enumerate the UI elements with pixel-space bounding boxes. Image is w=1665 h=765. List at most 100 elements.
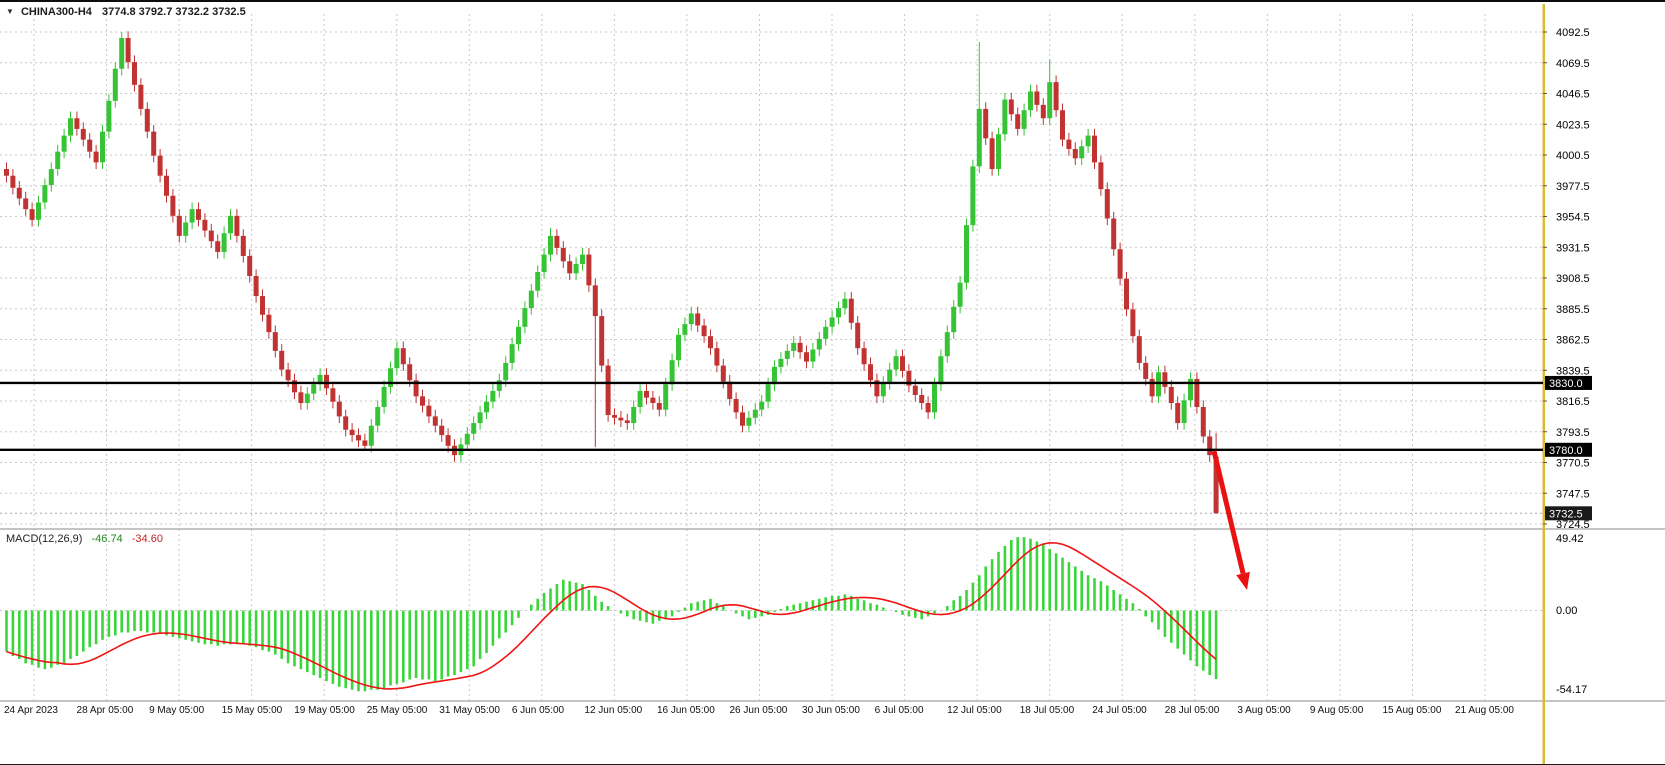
candle-body (701, 325, 707, 337)
candle-body (1015, 114, 1021, 129)
price-label: 3839.5 (1556, 365, 1590, 377)
price-label: 4000.5 (1556, 150, 1590, 162)
time-label: 28 Apr 05:00 (77, 705, 134, 716)
candle-body (842, 298, 848, 309)
candle-body (708, 336, 713, 349)
candle-body (208, 230, 214, 242)
candle-body (164, 175, 169, 196)
macd-signal-line (6, 542, 1217, 690)
time-label: 15 May 05:00 (222, 705, 283, 716)
candle-body (464, 433, 470, 445)
candle-body (957, 282, 963, 307)
candle-body (727, 381, 733, 399)
candle-body (1143, 362, 1149, 379)
candle-body (765, 384, 771, 402)
candle-body (1040, 104, 1046, 119)
candle-body (16, 187, 22, 199)
candle-body (247, 255, 253, 276)
price-label: 3770.5 (1556, 458, 1590, 470)
candle-body (1175, 403, 1181, 424)
candle-body (477, 412, 483, 424)
candle-body (183, 222, 189, 236)
gridlines (0, 14, 1543, 700)
candle-body (810, 349, 816, 362)
candle-body (343, 416, 349, 430)
price-label: 4092.5 (1556, 27, 1590, 39)
time-label: 31 May 05:00 (439, 705, 500, 716)
arrow-line[interactable] (1211, 450, 1246, 575)
price-flag (1545, 506, 1592, 521)
candle-body (202, 219, 208, 231)
candle-body (1207, 436, 1213, 456)
candle-body (836, 308, 841, 318)
candle-body (1047, 82, 1053, 119)
time-label: 25 May 05:00 (367, 705, 428, 716)
candle-body (176, 215, 182, 236)
dropdown-icon[interactable]: ▼ (6, 7, 14, 16)
candle-body (266, 314, 272, 333)
candle-body (132, 62, 137, 85)
candle-body (196, 209, 201, 220)
macd-panel (0, 537, 1543, 692)
candle-body (688, 313, 694, 325)
arrow-head[interactable] (1236, 571, 1250, 590)
candles (4, 31, 1219, 514)
candle-body (439, 425, 445, 436)
chart-objects[interactable] (0, 381, 1543, 590)
candle-body (906, 370, 912, 386)
candle-body (676, 334, 681, 361)
chart-title: ▼ CHINA300-H4 3774.8 3792.7 3732.2 3732.… (6, 6, 246, 18)
candle-body (1130, 309, 1136, 337)
candle-body (759, 401, 765, 410)
candle-body (1053, 82, 1059, 111)
candle-body (605, 365, 611, 416)
time-label: 9 Aug 05:00 (1310, 705, 1364, 716)
price-label: 3931.5 (1556, 242, 1590, 254)
candle-body (855, 322, 861, 349)
candle-body (1028, 91, 1033, 111)
macd-name: MACD(12,26,9) (6, 533, 83, 545)
price-scale[interactable]: 4092.5 4069.5 4046.5 4023.5 4000.5 3977.5 3954… (1543, 27, 1592, 696)
time-label: 6 Jul 05:00 (875, 705, 924, 716)
candle-body (1162, 372, 1168, 387)
candle-body (554, 235, 560, 248)
candle-body (548, 235, 553, 255)
candle-body (29, 209, 35, 220)
time-label: 6 Jun 05:00 (512, 705, 565, 716)
price-label: 3793.5 (1556, 427, 1590, 439)
candle-body (93, 151, 99, 163)
candle-body (215, 241, 221, 252)
candle-body (55, 151, 61, 170)
time-scale[interactable]: 24 Apr 2023 28 Apr 05:00 9 May 05:00 15 May… (4, 705, 1514, 716)
candle-body (656, 403, 662, 410)
price-label: 3724.5 (1556, 519, 1590, 531)
price-label: 4046.5 (1556, 89, 1590, 101)
candle-body (362, 440, 368, 446)
candle-body (42, 185, 48, 203)
candle-body (151, 131, 157, 156)
candle-body (125, 38, 131, 63)
candle-body (880, 382, 886, 397)
time-label: 26 Jun 05:00 (730, 705, 788, 716)
candle-body (644, 390, 649, 398)
macd-label: MACD(12,26,9) -46.74 -34.60 (6, 533, 163, 545)
candle-body (816, 338, 822, 350)
time-label: 28 Jul 05:00 (1165, 705, 1220, 716)
candle-body (1072, 148, 1078, 159)
panel-separators (0, 4, 1665, 764)
candle-body (541, 254, 547, 272)
candle-body (893, 356, 899, 370)
candle-body (778, 358, 784, 367)
price-label: 3908.5 (1556, 273, 1590, 285)
candle-body (503, 362, 509, 381)
price-label: 4023.5 (1556, 119, 1590, 131)
candle-body (746, 417, 752, 426)
candle-body (682, 324, 688, 335)
candle-body (106, 100, 112, 132)
price-flag-label: 3732.5 (1549, 508, 1583, 520)
candle-body (61, 135, 67, 152)
candle-body (989, 138, 995, 170)
symbol-period-label: CHINA300-H4 (20, 6, 92, 18)
